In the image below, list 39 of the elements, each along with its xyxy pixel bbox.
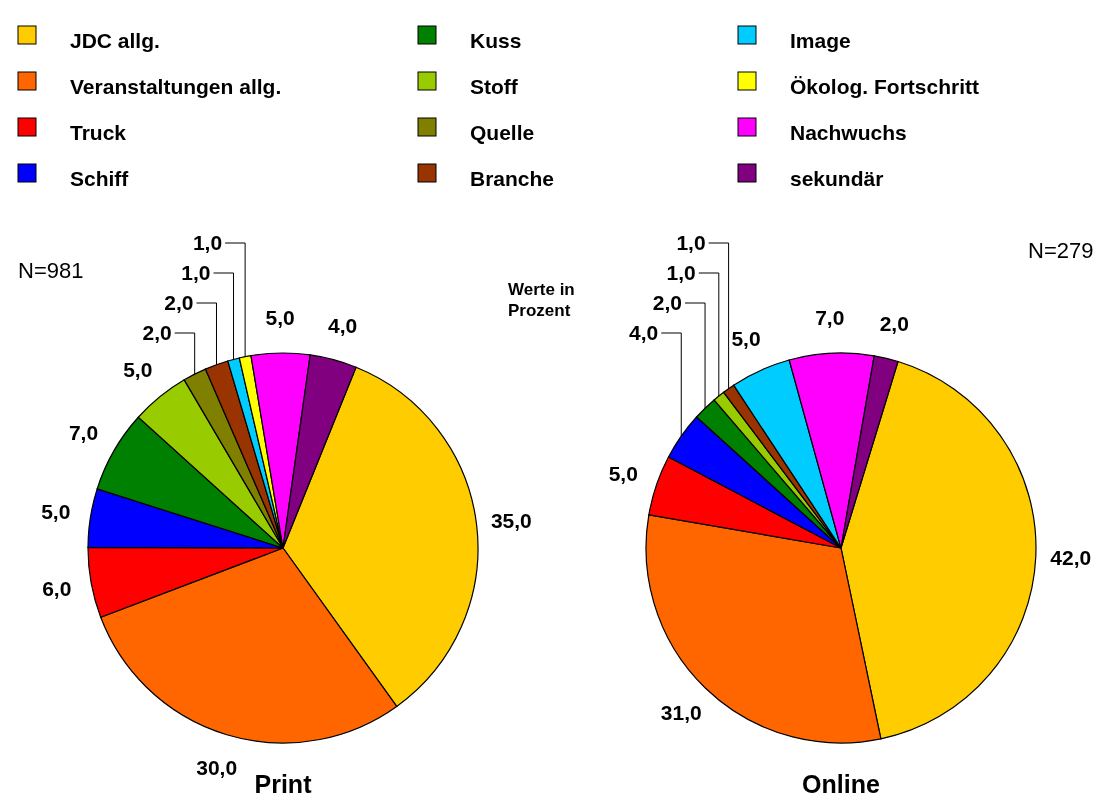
data-label: 2,0 (879, 312, 909, 336)
data-label: 5,0 (41, 500, 71, 524)
data-label: 2,0 (652, 291, 683, 314)
legend-label: Veranstaltungen allg. (70, 75, 282, 98)
legend-label: JDC allg. (70, 29, 160, 52)
text: N=981 (18, 258, 84, 283)
data-label: 4,0 (629, 321, 659, 344)
data-label: 2,0 (164, 291, 194, 314)
legend-label: Kuss (470, 29, 522, 52)
text: Print (254, 770, 313, 798)
data-label: 2,0 (142, 321, 172, 344)
data-label: 1,0 (181, 261, 211, 284)
data-label: 30,0 (196, 756, 238, 780)
legend-label: sekundär (790, 167, 884, 190)
legend-label: Branche (470, 167, 555, 190)
data-label: 1,0 (666, 261, 696, 284)
data-label: 5,0 (265, 306, 295, 330)
data-label: 31,0 (660, 701, 702, 725)
text: Werte in Prozent (508, 280, 575, 320)
legend-label: Quelle (470, 121, 535, 144)
legend-label: Schiff (70, 167, 130, 190)
data-label: 7,0 (815, 306, 845, 330)
text: N=279 (1028, 238, 1094, 263)
legend-label: Image (790, 29, 851, 52)
data-label: 5,0 (123, 357, 153, 381)
legend-label: Truck (70, 121, 127, 144)
data-label: 6,0 (42, 577, 72, 601)
data-label: 7,0 (68, 421, 99, 445)
data-label: 42,0 (1050, 546, 1092, 570)
data-label: 1,0 (192, 231, 223, 254)
data-label: 35,0 (490, 508, 532, 532)
data-label: 5,0 (608, 461, 638, 485)
legend-label: Ökolog. Fortschritt (790, 75, 980, 98)
legend-label: Nachwuchs (790, 121, 907, 144)
text: Online (802, 770, 880, 798)
data-label: 5,0 (731, 326, 761, 350)
data-label: 4,0 (327, 313, 358, 337)
legend-label: Stoff (470, 75, 519, 98)
data-label: 1,0 (676, 231, 706, 254)
